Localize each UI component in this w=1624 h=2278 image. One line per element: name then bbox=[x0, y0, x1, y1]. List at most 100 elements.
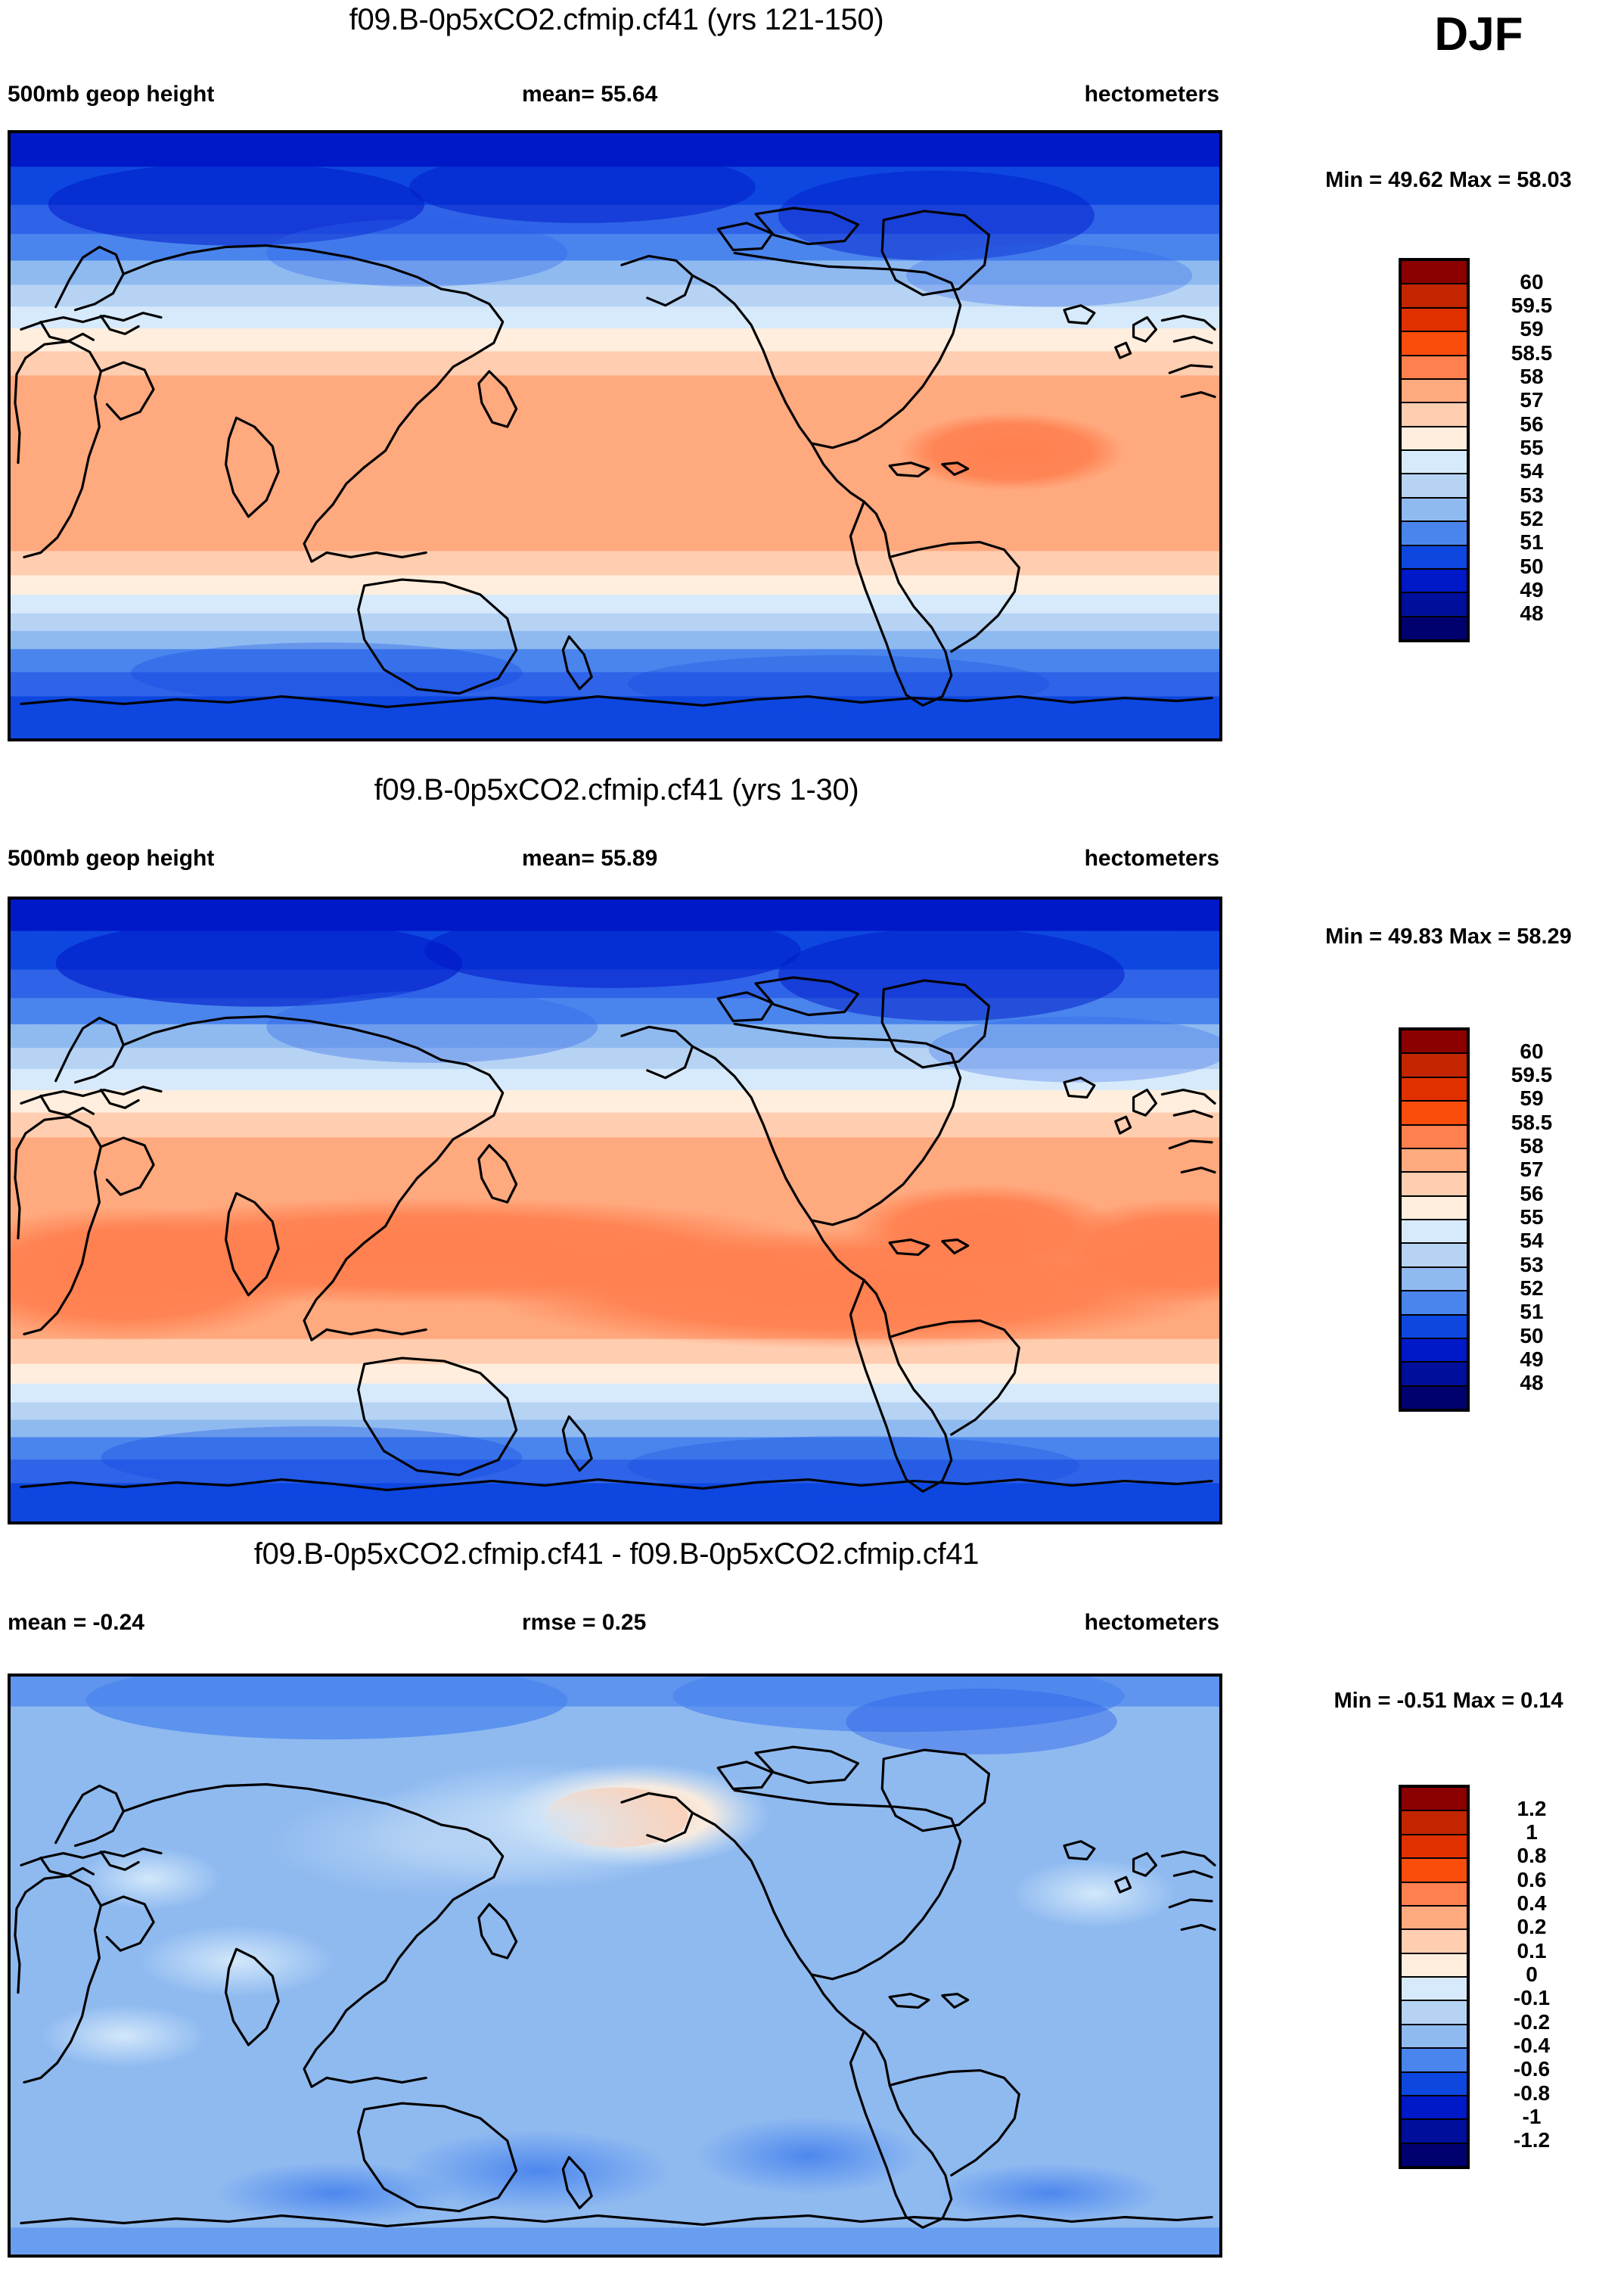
colorbar-swatch bbox=[1402, 1882, 1467, 1907]
colorbar-tick: 53 bbox=[1520, 483, 1544, 507]
colorbar-tick: 57 bbox=[1520, 1158, 1544, 1182]
colorbar-tick: 59.5 bbox=[1511, 1063, 1553, 1086]
panel-middle-subrow: 500mb geop height mean= 55.89 hectometer… bbox=[0, 846, 1233, 872]
colorbar-swatch bbox=[1402, 593, 1467, 617]
colorbar-swatch bbox=[1402, 2001, 1467, 2025]
colorbar-swatch bbox=[1402, 2143, 1467, 2166]
colorbar-swatch bbox=[1402, 1220, 1467, 1245]
colorbar-tick: -1.2 bbox=[1513, 2128, 1551, 2152]
colorbar-swatch bbox=[1402, 1338, 1467, 1363]
colorbar-tick: -0.4 bbox=[1513, 2033, 1551, 2057]
colorbar-tick: 55 bbox=[1520, 1204, 1544, 1229]
colorbar-tick: -0.8 bbox=[1513, 2081, 1551, 2105]
colorbar-swatch bbox=[1402, 356, 1467, 380]
colorbar-swatch bbox=[1402, 403, 1467, 427]
panel-middle-title: f09.B-0p5xCO2.cfmip.cf41 (yrs 1-30) bbox=[374, 773, 859, 806]
colorbar-tick: 58.5 bbox=[1511, 1110, 1553, 1134]
colorbar-tick: 52 bbox=[1520, 1276, 1544, 1300]
colorbar-swatch bbox=[1402, 2096, 1467, 2121]
colorbar-swatch bbox=[1402, 1788, 1467, 1812]
minmax-label-middle: Min = 49.83 Max = 58.29 bbox=[1325, 925, 1572, 949]
colorbar-swatch bbox=[1402, 451, 1467, 475]
colorbar-swatch bbox=[1402, 2049, 1467, 2073]
colorbar-tick: 56 bbox=[1520, 412, 1544, 436]
colorbar-swatch bbox=[1402, 1125, 1467, 1149]
colorbar-ticks-middle: 60 59.5 59 58.5 58 57 56 55 54 53 52 51 … bbox=[1475, 1040, 1588, 1395]
mean-stat: mean= 55.89 bbox=[522, 846, 658, 871]
map-field-top bbox=[11, 133, 1219, 738]
colorbar-tick: 52 bbox=[1520, 506, 1544, 530]
colorbar-tick: 54 bbox=[1520, 459, 1544, 483]
colorbar-ticks-top: 60 59.5 59 58.5 58 57 56 55 54 53 52 51 … bbox=[1475, 270, 1588, 626]
colorbar-swatch bbox=[1402, 569, 1467, 594]
colorbar-tick: 60 bbox=[1520, 269, 1544, 294]
colorbar-swatch bbox=[1402, 1077, 1467, 1102]
colorbar-tick: 49 bbox=[1520, 577, 1544, 601]
colorbar-tick: 0 bbox=[1526, 1962, 1538, 1986]
colorbar-tick: 53 bbox=[1520, 1252, 1544, 1276]
colorbar-swatch bbox=[1402, 2072, 1467, 2096]
colorbar-swatch bbox=[1402, 1054, 1467, 1078]
colorbar-tick: 58.5 bbox=[1511, 340, 1553, 365]
colorbar-tick: 60 bbox=[1520, 1039, 1544, 1063]
colorbar-tick: 48 bbox=[1520, 601, 1544, 626]
colorbar-swatch bbox=[1402, 284, 1467, 309]
colorbar-swatch bbox=[1402, 1930, 1467, 1954]
colorbar-swatch bbox=[1402, 1148, 1467, 1173]
colorbar-swatch bbox=[1402, 1102, 1467, 1126]
colorbar-swatch bbox=[1402, 474, 1467, 499]
units-label: hectometers bbox=[1084, 1610, 1219, 1635]
colorbar-tick: 1.2 bbox=[1517, 1796, 1547, 1820]
colorbar-ticks-bottom: 1.2 1 0.8 0.6 0.4 0.2 0.1 0 -0.1 -0.2 -0… bbox=[1475, 1797, 1588, 2152]
colorbar-swatch bbox=[1402, 1291, 1467, 1316]
panel-bottom-title: f09.B-0p5xCO2.cfmip.cf41 - f09.B-0p5xCO2… bbox=[253, 1537, 980, 1571]
colorbar-swatch bbox=[1402, 545, 1467, 570]
colorbar-swatch bbox=[1402, 1267, 1467, 1292]
colorbar-swatch bbox=[1402, 1859, 1467, 1883]
colorbar-tick: 51 bbox=[1520, 530, 1544, 555]
minmax-label-bottom: Min = -0.51 Max = 0.14 bbox=[1334, 1689, 1563, 1713]
panel-bottom-subrow: mean = -0.24 rmse = 0.25 hectometers bbox=[0, 1610, 1233, 1636]
map-field-middle bbox=[11, 900, 1219, 1521]
map-plot-middle bbox=[8, 897, 1222, 1524]
colorbar-tick: 54 bbox=[1520, 1229, 1544, 1253]
map-field-bottom bbox=[11, 1677, 1219, 2255]
colorbar-swatch bbox=[1402, 498, 1467, 523]
colorbar-tick: 58 bbox=[1520, 364, 1544, 388]
colorbar-swatch bbox=[1402, 308, 1467, 333]
rmse-stat: rmse = 0.25 bbox=[522, 1610, 647, 1635]
colorbar-swatch bbox=[1402, 2025, 1467, 2050]
colorbar-swatch bbox=[1402, 522, 1467, 546]
colorbar-tick: 51 bbox=[1520, 1300, 1544, 1324]
map-plot-top bbox=[8, 130, 1222, 741]
colorbar-tick: 1 bbox=[1526, 1820, 1538, 1844]
colorbar-tick: 59 bbox=[1520, 317, 1544, 341]
colorbar-swatch bbox=[1402, 617, 1467, 639]
colorbar-swatch bbox=[1402, 1244, 1467, 1268]
colorbar-tick: -0.1 bbox=[1513, 1986, 1551, 2010]
colorbar-swatch bbox=[1402, 1196, 1467, 1220]
colorbar-tick: 49 bbox=[1520, 1347, 1544, 1371]
mean-stat: mean = -0.24 bbox=[8, 1610, 144, 1635]
colorbar-swatch bbox=[1402, 427, 1467, 451]
colorbar-tick: 0.1 bbox=[1517, 1938, 1547, 1963]
colorbar-tick: 0.6 bbox=[1517, 1867, 1547, 1891]
variable-label: 500mb geop height bbox=[8, 82, 215, 107]
units-label: hectometers bbox=[1084, 846, 1219, 871]
colorbar-tick: -1 bbox=[1522, 2104, 1542, 2128]
colorbar-tick: 0.8 bbox=[1517, 1844, 1547, 1868]
colorbar-swatch bbox=[1402, 1173, 1467, 1197]
colorbar-tick: 0.4 bbox=[1517, 1891, 1547, 1915]
units-label: hectometers bbox=[1084, 82, 1219, 107]
colorbar-swatch bbox=[1402, 261, 1467, 285]
colorbar-tick: 59 bbox=[1520, 1086, 1544, 1111]
colorbar-tick: 55 bbox=[1520, 435, 1544, 459]
panel-top-subrow: 500mb geop height mean= 55.64 hectometer… bbox=[0, 82, 1233, 107]
colorbar-swatch bbox=[1402, 1386, 1467, 1409]
colorbar-tick: 50 bbox=[1520, 1323, 1544, 1347]
colorbar-tick: -0.6 bbox=[1513, 2057, 1551, 2081]
minmax-label-top: Min = 49.62 Max = 58.03 bbox=[1325, 168, 1572, 192]
colorbar-tick: 0.2 bbox=[1517, 1915, 1547, 1939]
colorbar-swatch bbox=[1402, 1978, 1467, 2002]
colorbar-swatch bbox=[1402, 1363, 1467, 1387]
